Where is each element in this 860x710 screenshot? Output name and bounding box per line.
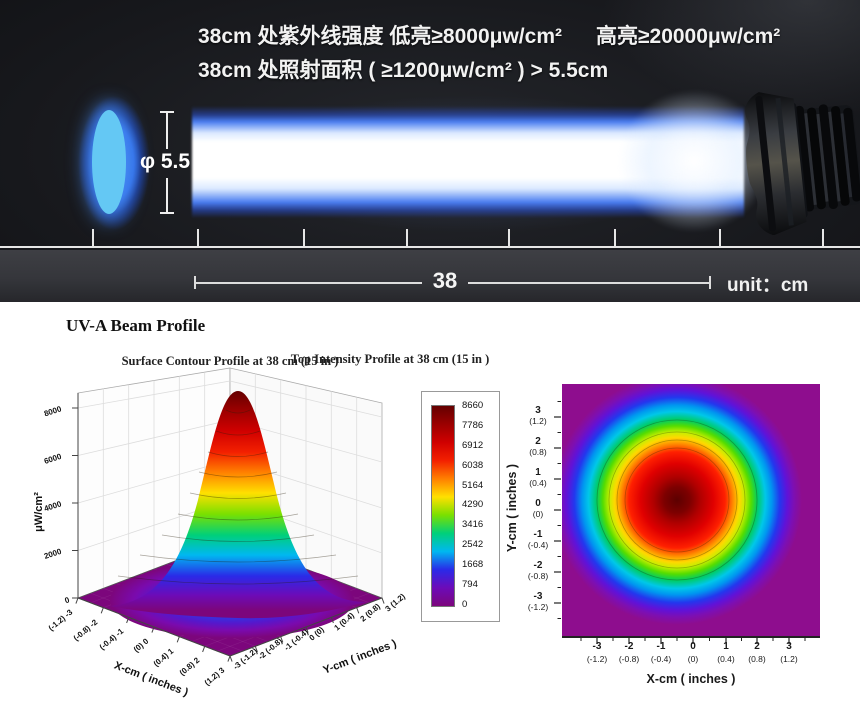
beam-spot <box>92 110 126 214</box>
heatmap-x-tick: 0 (0) <box>687 641 699 664</box>
surface-contour-chart: 8000 6000 4000 2000 0 (-1.2) -3 (-0.8) -… <box>10 352 440 704</box>
heatmap-y-tick: 0 (0) <box>532 498 544 519</box>
diameter-dim-cap-bottom <box>160 212 174 214</box>
x-tick-label: (-1.2) -3 <box>47 607 75 633</box>
spec-line-2: 38cm 处照射面积 ( ≥1200μw/cm² ) > 5.5cm <box>198 59 609 82</box>
distance-dim-cap-right <box>709 276 711 289</box>
wall-gridlines <box>77 372 383 589</box>
diameter-dim-line-top <box>166 113 168 149</box>
surface-x-axis-label: X-cm ( inches ) <box>112 660 190 699</box>
heatmap-contour-lines <box>596 419 758 581</box>
ruler-tick <box>822 229 824 246</box>
diameter-dim-line-bottom <box>166 178 168 212</box>
colorbar-value: 1668 <box>462 559 484 571</box>
heatmap-y-axis-label: Y-cm ( inches ) <box>505 463 519 553</box>
colorbar-value: 6038 <box>462 459 484 471</box>
heatmap-x-tick: 3 (1.2) <box>780 641 798 664</box>
spec-intensity-low: 38cm 处紫外线强度 低亮≥8000μw/cm² <box>198 25 562 48</box>
surface-chart-canvas: 8000 6000 4000 2000 0 (-1.2) -3 (-0.8) -… <box>33 367 408 699</box>
spec-intensity-high: 高亮≥20000μw/cm² <box>595 25 781 48</box>
colorbar-value: 794 <box>462 579 478 591</box>
ruler-tick <box>197 229 199 246</box>
spec-text: 38cm 处紫外线强度 低亮≥8000μw/cm² 高亮≥20000μw/cm² … <box>198 20 780 88</box>
heatmap-x-axis-label: X-cm ( inches ) <box>646 672 736 686</box>
heatmap-x-tick: -3 (-1.2) <box>586 641 608 664</box>
gaussian-bell <box>110 391 366 619</box>
unit-label: unit：cm <box>727 275 809 296</box>
y-ticks <box>229 597 385 662</box>
x-tick-label: (0) 0 <box>132 636 151 654</box>
x-tick-label: (1.2) 3 <box>203 665 227 687</box>
ruler-baseline <box>0 246 860 248</box>
heatmap-y-tick: 2 (0.8) <box>529 436 547 457</box>
section-title: UV-A Beam Profile <box>66 316 206 335</box>
colorbar-labels: 8660 7786 6912 6038 5164 4290 3416 2542 … <box>462 400 483 610</box>
diameter-label: φ 5.5 <box>140 150 191 173</box>
heatmap-y-tick: 3 (1.2) <box>529 405 547 426</box>
ruler-strip <box>0 250 860 302</box>
heatmap-axes <box>554 401 806 644</box>
distance-dim-line-left <box>196 282 422 284</box>
surface-y-axis-label: Y-cm ( inches ) <box>322 638 399 677</box>
heatmap-y-tick: -3 (-1.2) <box>527 591 549 612</box>
x-tick-label: (0.4) 1 <box>152 646 176 668</box>
x-ticks <box>75 597 231 662</box>
top-intensity-heatmap <box>562 384 820 638</box>
ruler-tick <box>508 229 510 246</box>
colorbar-gradient <box>431 405 455 607</box>
colorbar-value: 0 <box>462 598 468 610</box>
flashlight-illustration <box>745 92 860 235</box>
x-tick-label: (0.8) 2 <box>178 655 202 677</box>
bell-contour-lines <box>117 409 359 585</box>
heatmap-x-tick: 2 (0.8) <box>748 641 766 664</box>
heatmap-x-tick: -2 (-0.8) <box>618 641 640 664</box>
beam-flare <box>618 90 770 232</box>
colorbar-value: 3416 <box>462 519 484 531</box>
z-tick-label: 8000 <box>43 404 63 418</box>
z-tick-label: 6000 <box>43 452 63 466</box>
colorbar-value: 2542 <box>462 539 484 551</box>
x-tick-label: (-0.8) -2 <box>72 617 100 643</box>
ruler-tick <box>303 229 305 246</box>
diameter-dim-cap-top <box>160 111 174 113</box>
ruler-tick <box>614 229 616 246</box>
spec-line-1: 38cm 处紫外线强度 低亮≥8000μw/cm² 高亮≥20000μw/cm² <box>198 20 780 54</box>
colorbar-value: 5164 <box>462 479 484 491</box>
ruler-tick <box>92 229 94 246</box>
heatmap-y-tick: -1 (-0.4) <box>527 529 549 550</box>
surface-z-axis-label: μW/cm² <box>33 492 45 532</box>
distance-dim-cap-left <box>194 276 196 289</box>
heatmap-y-tick: 1 (0.4) <box>529 467 547 488</box>
beam-photo-section: 38cm 处紫外线强度 低亮≥8000μw/cm² 高亮≥20000μw/cm² … <box>0 0 860 302</box>
top-chart-title: Top Intensity Profile at 38 cm (15 in ) <box>290 352 490 366</box>
y-tick-label: 3 (1.2) <box>384 592 408 614</box>
beam-profile-section: UV-A Beam Profile Surface Contour Profil… <box>0 302 860 710</box>
flashlight-head-band <box>775 97 794 226</box>
distance-value: 38 <box>432 268 458 293</box>
ruler-tick <box>719 229 721 246</box>
z-tick-label: 2000 <box>43 547 63 561</box>
ruler-tick <box>406 229 408 246</box>
flashlight-bezel-rim <box>755 96 777 232</box>
colorbar: 8660 7786 6912 6038 5164 4290 3416 2542 … <box>421 391 500 622</box>
z-tick-label: 4000 <box>43 499 63 513</box>
colorbar-value: 8660 <box>462 400 484 411</box>
surface-chart-title: Surface Contour Profile at 38 cm (15 in … <box>121 354 339 368</box>
distance-dim-line-right <box>468 282 709 284</box>
z-tick-label: 0 <box>64 595 72 605</box>
heatmap-x-tick: 1 (0.4) <box>717 641 735 664</box>
colorbar-value: 7786 <box>462 419 484 431</box>
flashlight-threads <box>791 104 860 212</box>
x-tick-label: (-0.4) -1 <box>98 626 126 652</box>
colorbar-value: 6912 <box>462 439 484 451</box>
colorbar-value: 4290 <box>462 499 484 511</box>
heatmap-x-tick: -1 (-0.4) <box>650 641 672 664</box>
heatmap-y-tick: -2 (-0.8) <box>527 560 549 581</box>
z-ticks <box>72 407 78 599</box>
